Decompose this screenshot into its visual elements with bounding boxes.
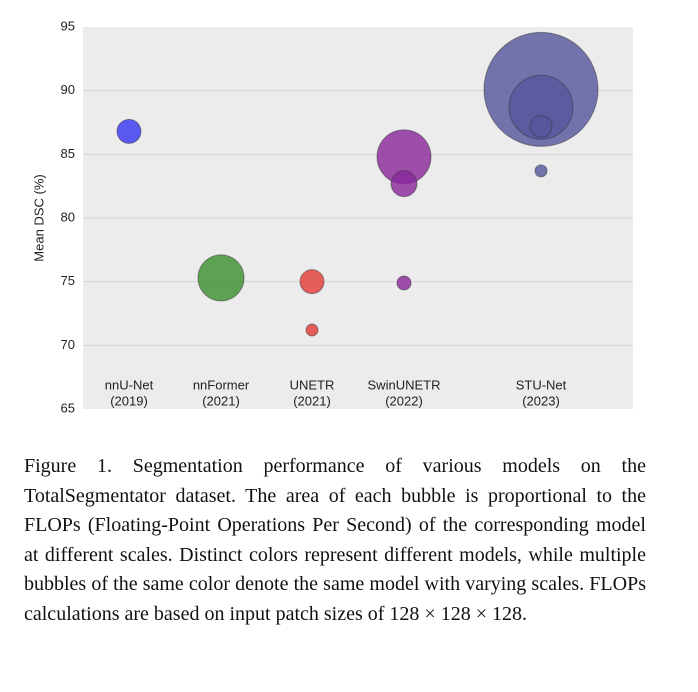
caption: Figure 1. Segmentation performance of va… xyxy=(24,455,646,625)
bubble xyxy=(534,164,548,178)
y-tick-label: 85 xyxy=(61,146,75,161)
x-tick-label: UNETR xyxy=(290,377,335,392)
x-tick-label: SwinUNETR xyxy=(368,377,441,392)
chart: Mean DSC (%) 65 70 75 80 85 90 95 nnU-Net(2019)… xyxy=(31,18,633,415)
y-tick-label: 70 xyxy=(61,337,75,352)
bubble xyxy=(116,118,142,144)
y-tick-label: 95 xyxy=(61,18,75,33)
bubble xyxy=(508,74,574,140)
y-tick-label: 80 xyxy=(61,209,75,224)
x-tick-label: (2019) xyxy=(110,393,148,408)
bubble xyxy=(197,254,245,302)
x-tick-label: nnFormer xyxy=(193,377,250,392)
bubble xyxy=(305,323,319,337)
x-tick-label: nnU-Net xyxy=(105,377,154,392)
bubble xyxy=(529,114,553,138)
bubble xyxy=(299,269,325,295)
y-tick-label: 75 xyxy=(61,273,75,288)
y-tick-label: 90 xyxy=(61,82,75,97)
x-tick-label: (2021) xyxy=(202,393,240,408)
bubble xyxy=(396,275,412,291)
x-tick-label: (2021) xyxy=(293,393,331,408)
bubble xyxy=(390,170,418,198)
x-tick-label: STU-Net xyxy=(516,377,567,392)
y-axis-label: Mean DSC (%) xyxy=(31,174,46,261)
y-tick-label: 65 xyxy=(61,400,75,415)
x-tick-label: (2022) xyxy=(385,393,423,408)
x-tick-label: (2023) xyxy=(522,393,560,408)
